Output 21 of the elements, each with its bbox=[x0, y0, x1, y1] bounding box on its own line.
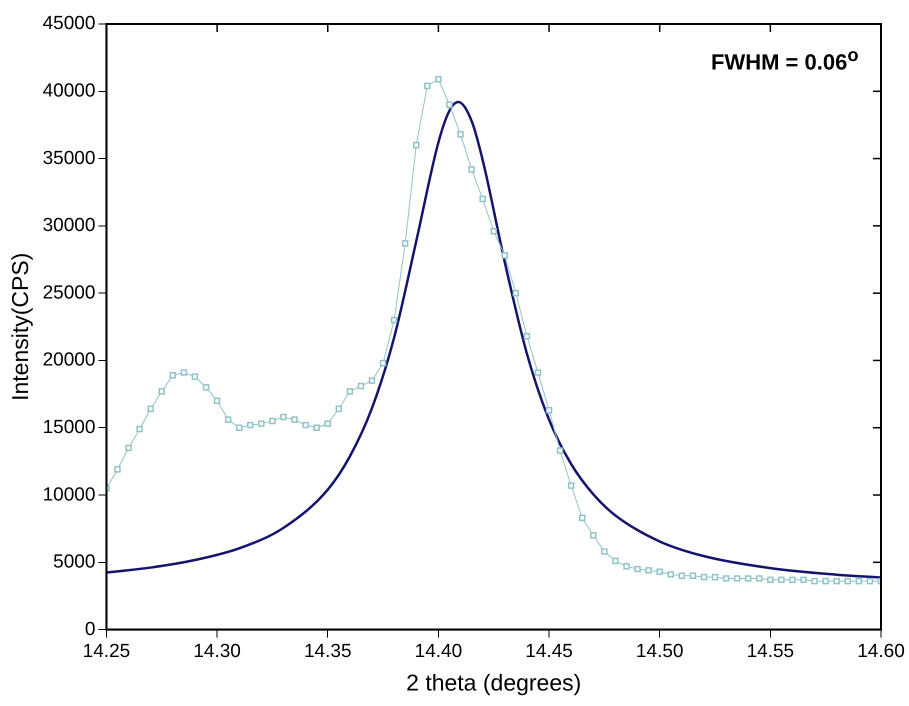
x-tick-label: 14.55 bbox=[746, 641, 794, 662]
annotation: FWHM = 0.06$^{o}$ bbox=[711, 44, 859, 76]
y-tick-label: 40000 bbox=[42, 80, 96, 102]
x-tick-label: 14.30 bbox=[193, 641, 241, 662]
x-tick-label: 14.40 bbox=[414, 641, 462, 662]
y-axis-title: Intensity(CPS) bbox=[7, 252, 34, 401]
x-tick-label: 14.45 bbox=[525, 641, 573, 662]
x-tick-label: 14.35 bbox=[304, 641, 352, 662]
y-tick-label: 5000 bbox=[53, 552, 96, 573]
x-tick-label: 14.60 bbox=[857, 641, 905, 662]
x-axis-title: 2 theta (degrees) bbox=[406, 670, 582, 696]
y-tick-label: 20000 bbox=[42, 350, 96, 371]
y-tick-label: 35000 bbox=[42, 148, 96, 169]
y-tick-label: 0 bbox=[84, 618, 96, 640]
x-tick-label: 14.25 bbox=[82, 641, 130, 662]
y-tick-label: 30000 bbox=[42, 215, 96, 236]
x-tick-label: 14.50 bbox=[636, 641, 684, 662]
y-tick-label: 25000 bbox=[42, 282, 96, 304]
y-tick-label: 15000 bbox=[42, 416, 96, 438]
y-tick-label: 10000 bbox=[42, 484, 96, 506]
y-tick-label: 45000 bbox=[42, 13, 96, 34]
